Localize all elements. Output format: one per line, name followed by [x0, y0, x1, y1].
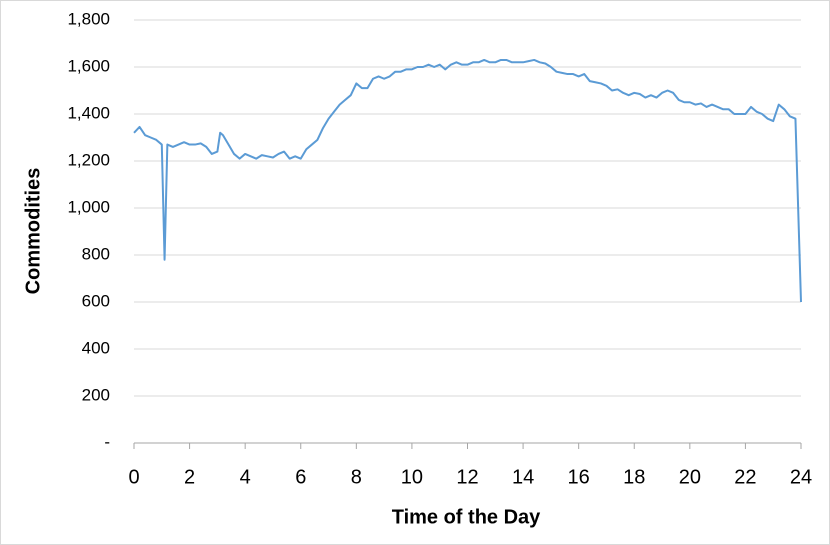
x-tick-label: 10 — [401, 466, 423, 488]
x-tick-label: 2 — [184, 466, 195, 488]
y-tick-label: 1,800 — [67, 9, 110, 28]
x-tick-label: 12 — [456, 466, 478, 488]
x-tick-label: 0 — [128, 466, 139, 488]
y-tick-label: 1,600 — [67, 56, 110, 75]
x-tick-label: 8 — [351, 466, 362, 488]
data-line — [133, 58, 802, 303]
y-tick-label: 200 — [82, 385, 110, 404]
x-tick-label: 22 — [734, 466, 756, 488]
y-axis-title: Commodities — [22, 168, 44, 295]
x-tick-label: 20 — [679, 466, 701, 488]
y-tick-label: 400 — [82, 338, 110, 357]
y-tick-label: 1,000 — [67, 197, 110, 216]
x-axis-title: Time of the Day — [392, 506, 541, 528]
x-tick-label: 6 — [295, 466, 306, 488]
y-tick-label: 800 — [82, 244, 110, 263]
y-tick-label: 1,400 — [67, 103, 110, 122]
y-tick-label: - — [104, 432, 110, 451]
x-tick-label: 18 — [623, 466, 645, 488]
x-tick-label: 24 — [790, 466, 812, 488]
x-tick-label: 4 — [240, 466, 251, 488]
y-tick-label: 1,200 — [67, 150, 110, 169]
x-tick-label: 16 — [568, 466, 590, 488]
y-tick-label: 600 — [82, 291, 110, 310]
x-tick-label: 14 — [512, 466, 534, 488]
